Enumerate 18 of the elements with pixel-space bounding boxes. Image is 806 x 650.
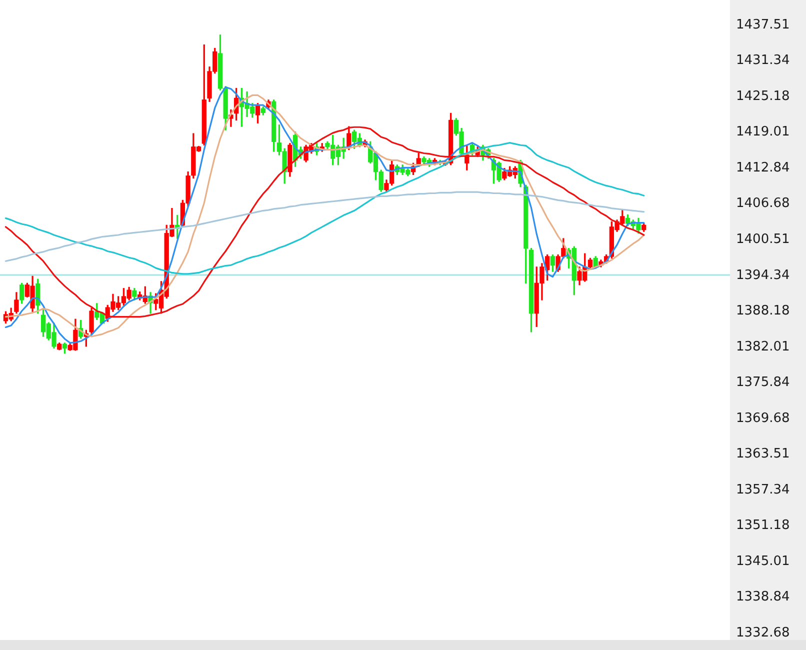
y-tick-label: 1357.34 <box>736 482 790 498</box>
y-tick-label: 1375.84 <box>736 375 790 390</box>
y-tick-label: 1388.18 <box>736 303 790 318</box>
y-tick-label: 1425.18 <box>736 88 790 104</box>
y-tick-label: 1412.84 <box>736 160 790 176</box>
y-tick-label: 1394.34 <box>736 268 790 283</box>
y-tick-label: 1363.51 <box>736 446 790 462</box>
y-tick-label: 1332.68 <box>736 625 790 640</box>
y-tick-label: 1437.51 <box>736 17 790 32</box>
y-tick-label: 1338.84 <box>736 590 790 605</box>
y-tick-label: 1351.18 <box>736 518 790 534</box>
y-tick-label: 1419.01 <box>736 124 790 140</box>
y-tick-label: 1406.68 <box>736 196 790 212</box>
y-tick-label: 1345.01 <box>736 554 790 569</box>
y-tick-label: 1369.68 <box>736 410 790 426</box>
y-tick-label: 1400.51 <box>736 232 790 247</box>
y-tick-label: 1382.01 <box>736 339 790 354</box>
y-tick-label: 1431.34 <box>736 53 790 68</box>
